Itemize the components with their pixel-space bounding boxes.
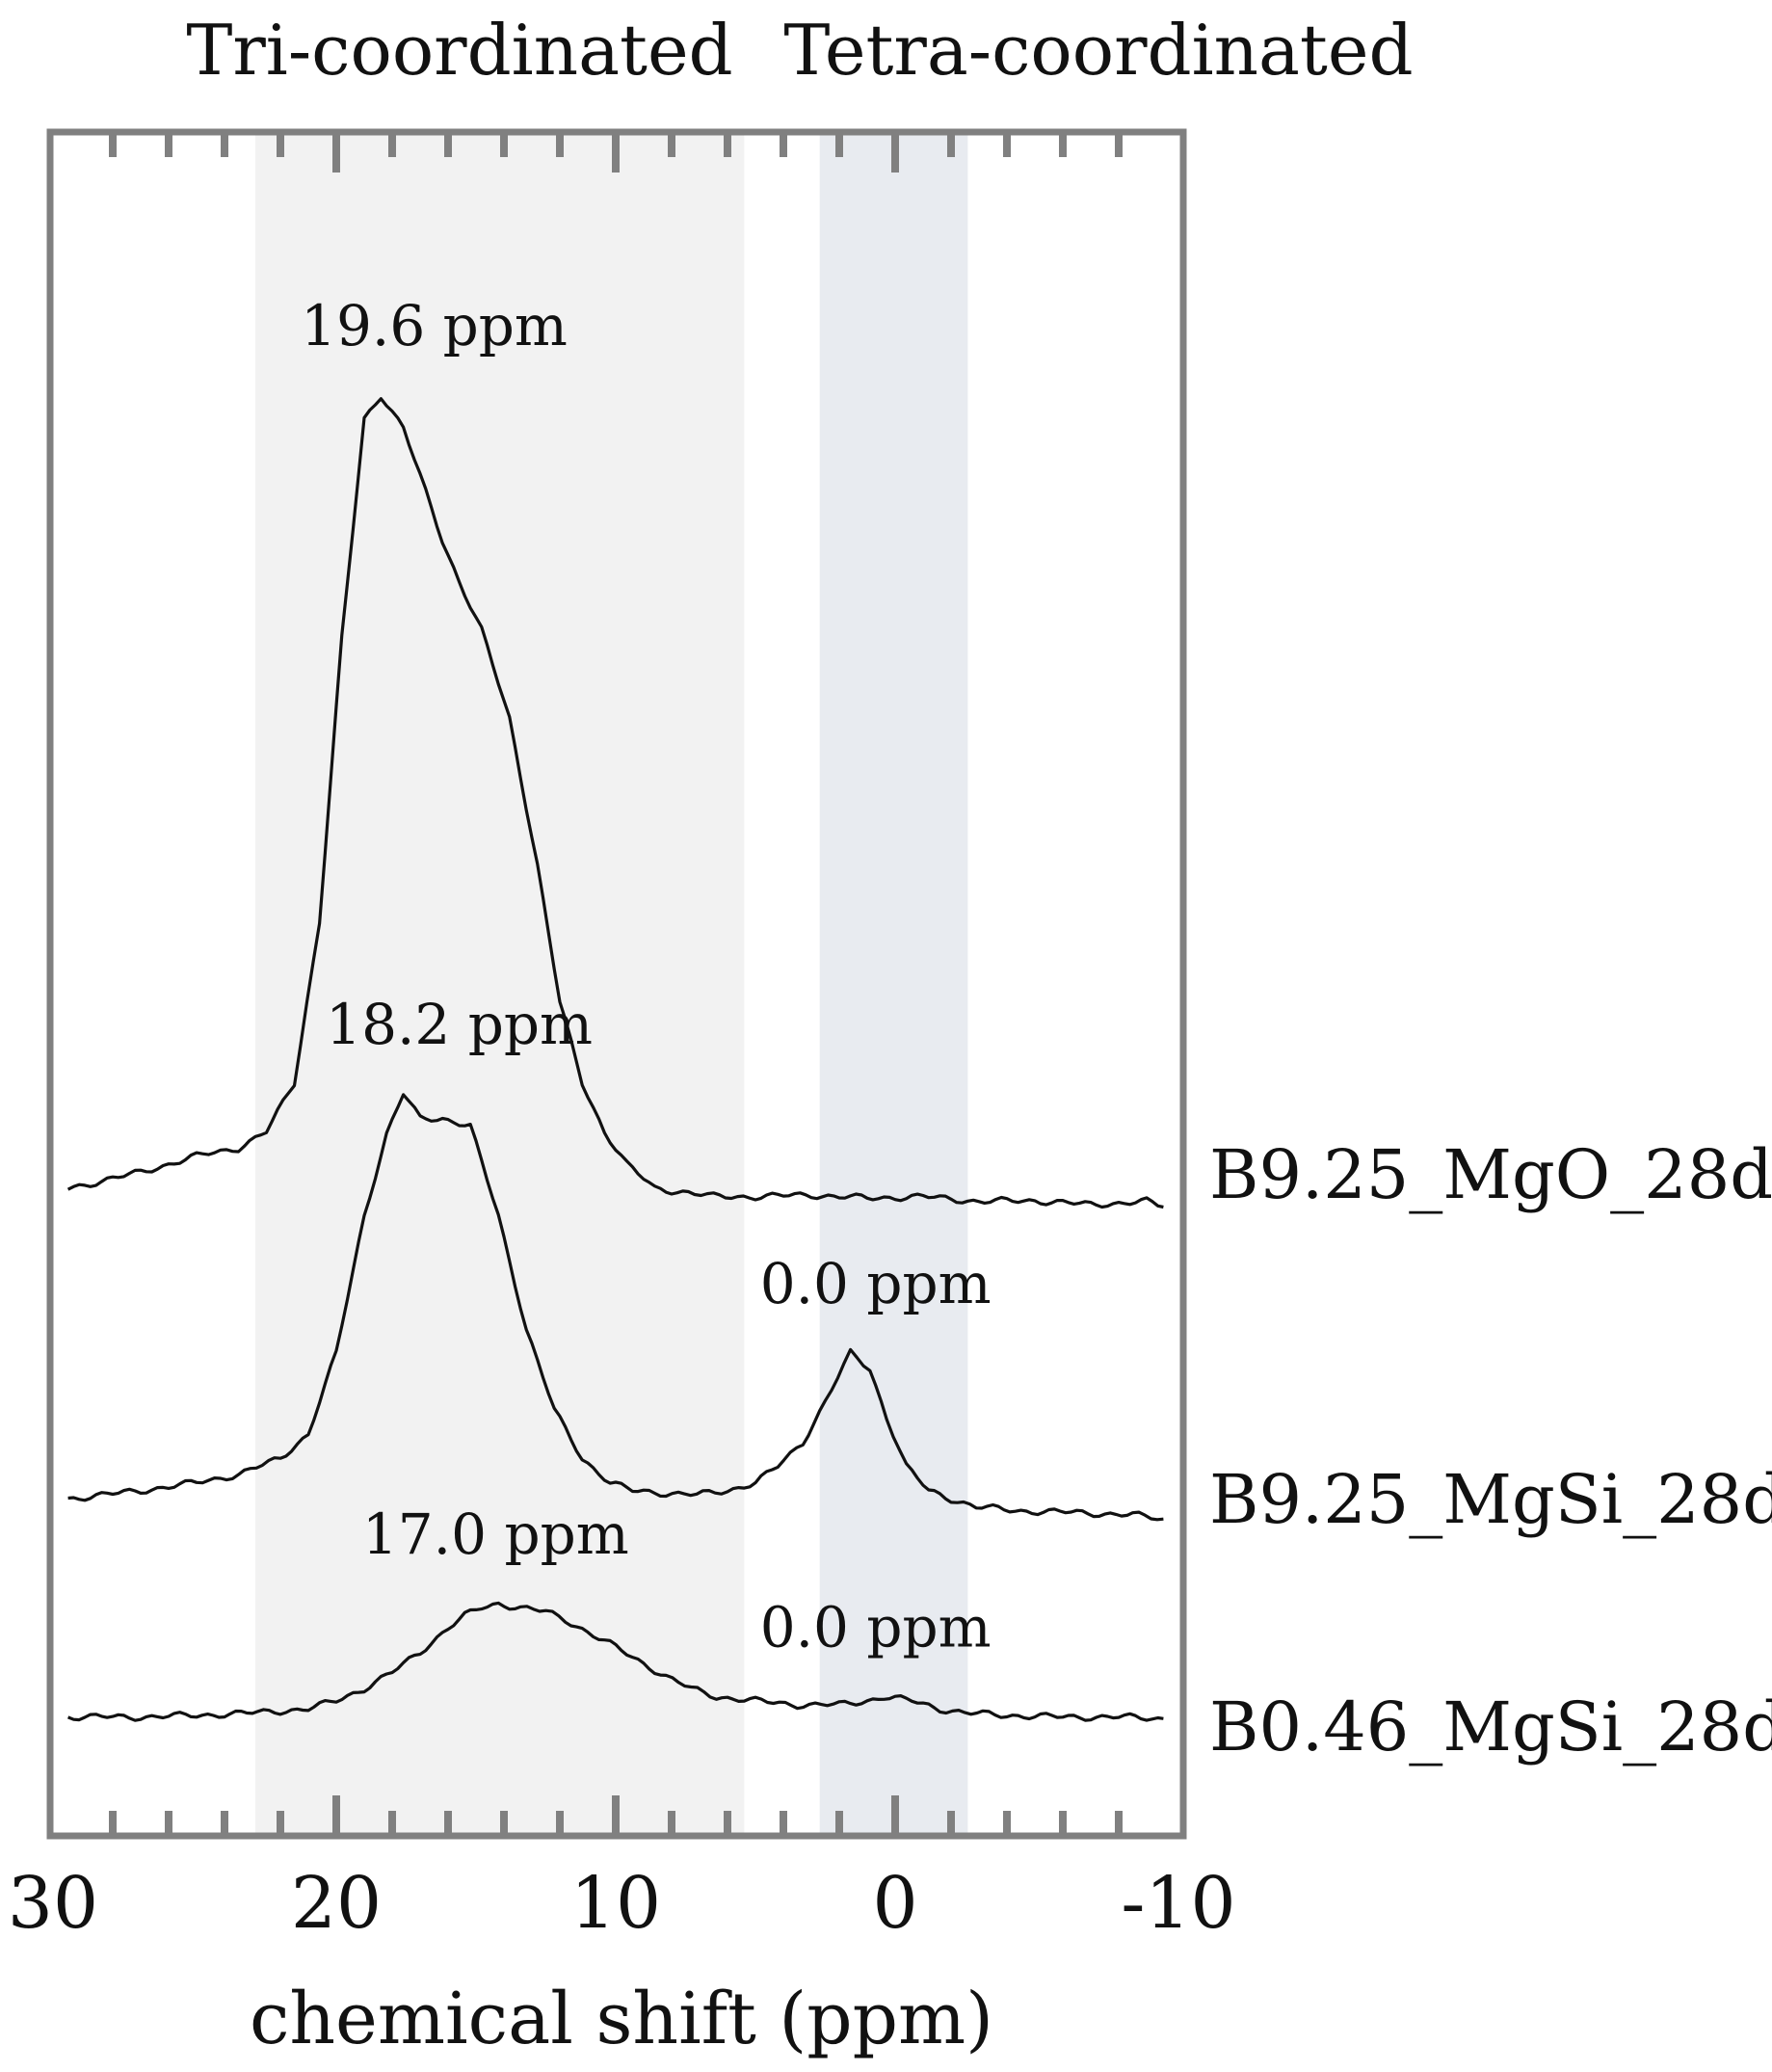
x-tick-label: 10 xyxy=(570,1862,661,1945)
spectrum-line xyxy=(67,1093,1164,1522)
peak-label: 19.6 ppm xyxy=(301,293,568,359)
shaded-region-tetra xyxy=(819,132,968,1836)
spectrum-line xyxy=(66,397,1164,1209)
x-tick-labels: 30 20 10 0 -10 xyxy=(8,1862,1236,1945)
series-name-label: B9.25_MgSi_28d xyxy=(1209,1460,1772,1539)
peak-label: 0.0 ppm xyxy=(760,1251,992,1316)
series-name-label: B0.46_MgSi_28d xyxy=(1209,1687,1772,1767)
peak-label: 18.2 ppm xyxy=(326,992,593,1057)
region-label-tri: Tri-coordinated xyxy=(186,10,732,91)
x-tick-label: -10 xyxy=(1121,1862,1235,1945)
peak-label: 17.0 ppm xyxy=(362,1501,629,1567)
axis-ticks xyxy=(109,132,1123,1836)
x-tick-label: 30 xyxy=(8,1862,98,1945)
series-labels: B9.25_MgO_28d B9.25_MgSi_28d B0.46_MgSi_28… xyxy=(1209,1135,1772,1767)
region-label-tetra: Tetra-coordinated xyxy=(783,10,1413,91)
spectrum-line xyxy=(67,1601,1164,1722)
peak-labels: 19.6 ppm 18.2 ppm 0.0 ppm 17.0 ppm 0.0 ppm xyxy=(301,293,992,1660)
series-name-label: B9.25_MgO_28d xyxy=(1209,1135,1772,1214)
spectra xyxy=(66,397,1164,1722)
region-labels: Tri-coordinated Tetra-coordinated xyxy=(186,10,1413,91)
peak-label: 0.0 ppm xyxy=(760,1595,992,1660)
x-axis-label: chemical shift (ppm) xyxy=(250,1978,993,2060)
shaded-region-tri xyxy=(254,132,745,1836)
shaded-regions xyxy=(254,132,968,1836)
x-tick-label: 0 xyxy=(872,1862,917,1945)
x-tick-label: 20 xyxy=(291,1862,382,1945)
